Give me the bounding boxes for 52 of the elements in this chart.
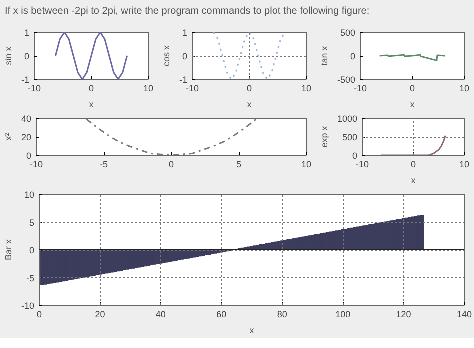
x-axis-title: x	[247, 100, 252, 110]
x-tick-label: 10	[143, 84, 154, 94]
y-axis-title: tan x	[319, 46, 330, 66]
y-tick-label: 0	[29, 246, 35, 256]
x-tick-label: 80	[277, 310, 288, 320]
text: If x is between -2pi to 2pi, write the program commands to plot the following figure:	[5, 5, 370, 19]
x-tick-label: 100	[336, 310, 351, 320]
y-axis-title: exp x	[319, 126, 330, 148]
x-tick-label: 40	[156, 310, 166, 320]
y-tick-label: 0	[352, 151, 358, 161]
y-axis-title: sin x	[4, 46, 14, 66]
x-tick-label: 0	[36, 310, 42, 320]
y-tick-label: 0	[26, 151, 32, 161]
y-tick-label: -1	[22, 75, 30, 85]
x-tick-label: -5	[100, 160, 108, 170]
x-tick-label: 20	[95, 310, 106, 320]
y-tick-label: 1	[182, 28, 188, 38]
y-tick-label: 10	[24, 190, 35, 200]
x-tick-label: 10	[459, 160, 470, 170]
x-tick-label: 5	[236, 160, 242, 170]
x-axis-title: x	[250, 326, 255, 336]
x-tick-label: 10	[301, 84, 312, 94]
x-tick-label: 0	[410, 84, 416, 94]
y-tick-label: -10	[21, 301, 35, 311]
x-axis-title: x	[410, 100, 416, 110]
x-tick-label: 0	[88, 84, 94, 94]
y-tick-label: 500	[340, 28, 356, 38]
y-tick-label: 0	[350, 52, 356, 62]
x-tick-label: 0	[246, 84, 252, 94]
y-tick-label: -5	[26, 273, 35, 284]
y-tick-label: -1	[180, 75, 188, 85]
y-tick-label: 0	[182, 52, 188, 62]
y-tick-label: 1	[24, 28, 30, 38]
y-axis-title: x²	[3, 133, 14, 141]
y-tick-label: 40	[21, 114, 32, 124]
x-tick-label: 140	[456, 310, 472, 320]
y-tick-label: 0	[24, 52, 30, 62]
y-axis-title: Bar x	[3, 238, 14, 261]
y-tick-label: 1000	[337, 114, 358, 124]
y-tick-label: 5	[29, 218, 35, 228]
y-tick-label: 20	[21, 132, 32, 142]
x-axis-title: x	[89, 100, 94, 110]
y-tick-label: 500	[342, 132, 358, 142]
y-axis-title: cos x	[162, 44, 172, 67]
x-tick-label: 10	[459, 84, 470, 94]
y-tick-label: -500	[337, 75, 356, 85]
x-tick-label: 60	[216, 310, 227, 320]
x-tick-label: 120	[396, 310, 412, 320]
x-tick-label: 0	[168, 160, 174, 170]
x-tick-label: 0	[410, 160, 416, 170]
x-axis-title: x	[411, 176, 416, 186]
x-tick-label: 10	[301, 160, 312, 170]
